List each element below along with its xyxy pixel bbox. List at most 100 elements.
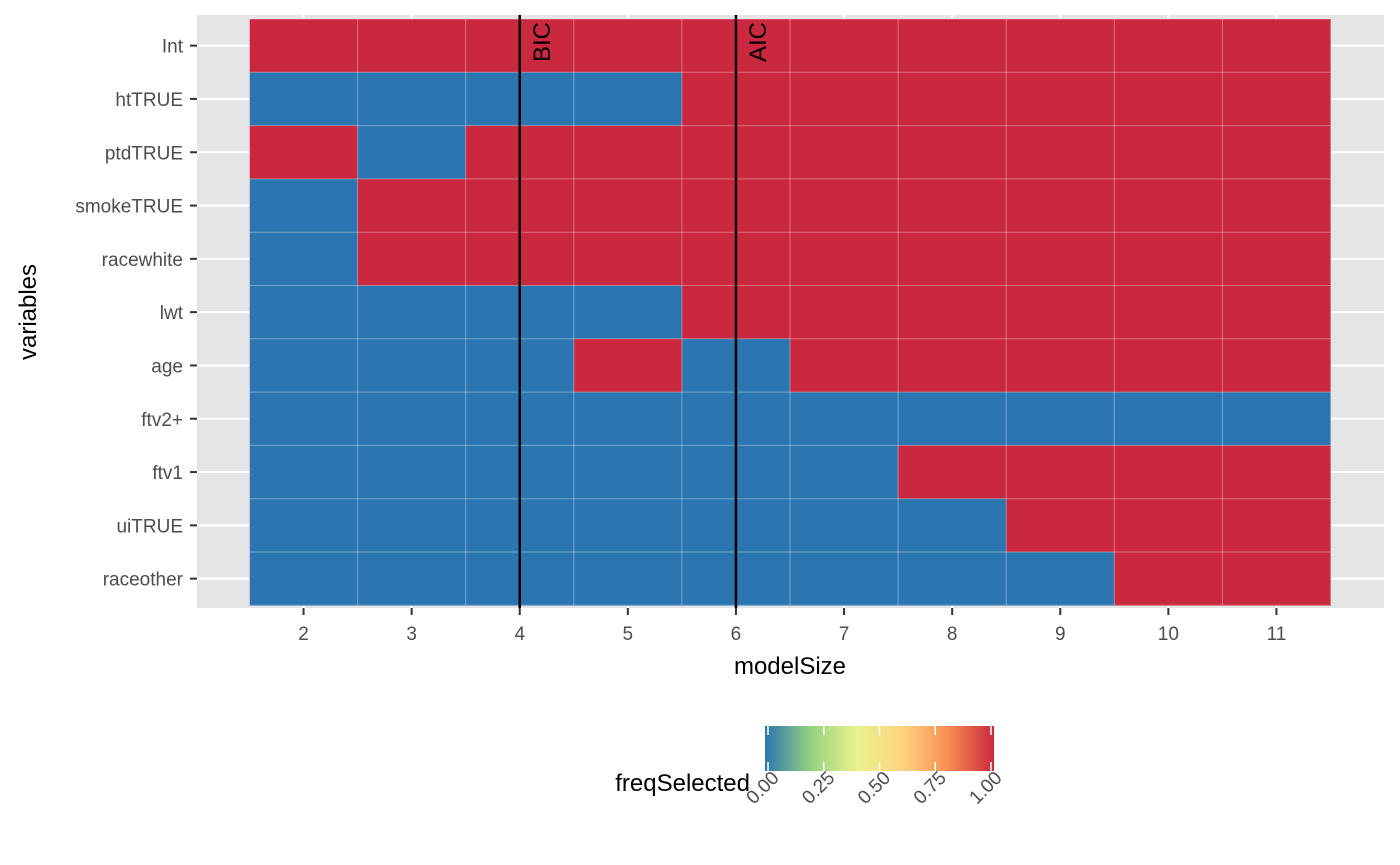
heatmap-cell-racewhite-5 [573,232,683,286]
heatmap-cell-htTRUE-9 [1006,72,1115,127]
heatmap-cell-lwt-10 [1114,285,1223,340]
heatmap-cell-ptdTRUE-8 [898,125,1007,180]
heatmap-cell-uiTRUE-5 [573,498,683,553]
heatmap-cell-smokeTRUE-2 [249,178,359,233]
x-tick-label: 8 [947,624,958,645]
heatmap-cell-lwt-5 [573,285,683,340]
x-tick-label: 11 [1267,624,1287,645]
x-tick-label: 9 [1055,624,1066,645]
y-tick-label: lwt [160,303,184,324]
heatmap-cell-ftv1-5 [573,445,683,500]
y-tick-label: ptdTRUE [105,143,183,164]
heatmap-cells [249,19,1331,606]
heatmap-cell-raceother-2 [249,552,359,606]
heatmap-cell-uiTRUE-8 [898,498,1007,553]
heatmap-cell-uiTRUE-9 [1006,498,1115,553]
heatmap-cell-ftv1-9 [1006,445,1115,500]
x-tick-label: 7 [839,624,850,645]
heatmap-cell-lwt-9 [1006,285,1115,340]
heatmap-cell-uiTRUE-10 [1114,498,1223,553]
heatmap-cell-racewhite-9 [1006,232,1115,286]
heatmap-cell-ptdTRUE-2 [249,125,359,180]
heatmap-cell-smokeTRUE-7 [790,178,899,233]
color-legend: freqSelected 0.00 0.25 0.50 0.75 1.00 [615,726,1007,809]
heatmap-cell-ptdTRUE-7 [790,125,899,180]
heatmap-cell-uiTRUE-3 [357,498,467,553]
heatmap-cell-ftv1-11 [1222,445,1331,500]
heatmap-cell-ftv1-7 [790,445,899,500]
heatmap-cell-ftv1-8 [898,445,1007,500]
heatmap-cell-ftv2+-8 [898,392,1007,446]
x-tick-label: 5 [623,624,634,645]
y-tick-label: Int [162,37,184,58]
heatmap-cell-age-3 [357,338,467,393]
reference-label-bic: BIC [529,22,556,62]
heatmap-cell-age-5 [573,338,683,393]
heatmap-cell-lwt-7 [790,285,899,340]
heatmap-cell-smokeTRUE-11 [1222,178,1331,233]
legend-tick-label: 0.50 [854,768,895,809]
heatmap-cell-raceother-7 [790,552,899,606]
y-axis: Int htTRUE ptdTRUE smokeTRUE racewhite lwt age… [75,37,197,591]
heatmap-cell-racewhite-2 [249,232,359,286]
y-tick-label: ftv1 [152,463,183,484]
heatmap-cell-ptdTRUE-10 [1114,125,1223,180]
heatmap-cell-raceother-10 [1114,552,1223,606]
y-tick-label: uiTRUE [116,516,183,537]
heatmap-cell-racewhite-10 [1114,232,1223,286]
heatmap-cell-age-11 [1222,338,1331,393]
y-tick-label: ftv2+ [141,410,183,431]
heatmap-cell-ftv2+-9 [1006,392,1115,446]
heatmap-cell-racewhite-11 [1222,232,1331,286]
heatmap-cell-ftv2+-7 [790,392,899,446]
x-tick-label: 10 [1158,624,1179,645]
legend-tick-label: 0.75 [910,768,951,809]
heatmap-cell-htTRUE-10 [1114,72,1223,127]
heatmap-cell-age-9 [1006,338,1115,393]
heatmap-cell-htTRUE-8 [898,72,1007,127]
heatmap-cell-raceother-3 [357,552,467,606]
heatmap-cell-htTRUE-11 [1222,72,1331,127]
heatmap-cell-ftv1-2 [249,445,359,500]
heatmap-cell-smokeTRUE-8 [898,178,1007,233]
y-tick-label: htTRUE [115,90,183,111]
heatmap-cell-raceother-9 [1006,552,1115,606]
legend-tick-label: 0.25 [798,768,839,809]
heatmap-cell-Int-7 [790,19,899,73]
heatmap-cell-smokeTRUE-3 [357,178,467,233]
heatmap-cell-lwt-2 [249,285,359,340]
y-tick-label: smokeTRUE [75,197,183,218]
heatmap-cell-smokeTRUE-9 [1006,178,1115,233]
heatmap-cell-uiTRUE-7 [790,498,899,553]
heatmap-cell-ftv2+-2 [249,392,359,446]
heatmap-cell-htTRUE-7 [790,72,899,127]
heatmap-cell-Int-5 [573,19,683,73]
x-axis-title: modelSize [734,653,846,680]
heatmap-cell-lwt-3 [357,285,467,340]
heatmap-cell-Int-10 [1114,19,1223,73]
heatmap-cell-Int-2 [249,19,359,73]
heatmap-cell-uiTRUE-11 [1222,498,1331,553]
heatmap-cell-smokeTRUE-10 [1114,178,1223,233]
x-tick-label: 3 [406,624,417,645]
heatmap-cell-ptdTRUE-9 [1006,125,1115,180]
heatmap-cell-ptdTRUE-5 [573,125,683,180]
heatmap-cell-age-2 [249,338,359,393]
heatmap-cell-htTRUE-2 [249,72,359,127]
heatmap-cell-Int-9 [1006,19,1115,73]
heatmap-cell-age-7 [790,338,899,393]
x-axis: 2 3 4 5 6 7 8 9 10 11 [298,608,1286,645]
heatmap-cell-Int-8 [898,19,1007,73]
heatmap-cell-ftv2+-3 [357,392,467,446]
heatmap-cell-ptdTRUE-11 [1222,125,1331,180]
legend-title: freqSelected [615,770,750,797]
y-tick-label: raceother [103,570,184,591]
heatmap-cell-age-10 [1114,338,1223,393]
x-tick-label: 4 [514,624,525,645]
heatmap-cell-htTRUE-5 [573,72,683,127]
heatmap-cell-smokeTRUE-5 [573,178,683,233]
heatmap-cell-ftv2+-10 [1114,392,1223,446]
cell-borders [249,18,1331,606]
heatmap-cell-racewhite-7 [790,232,899,286]
